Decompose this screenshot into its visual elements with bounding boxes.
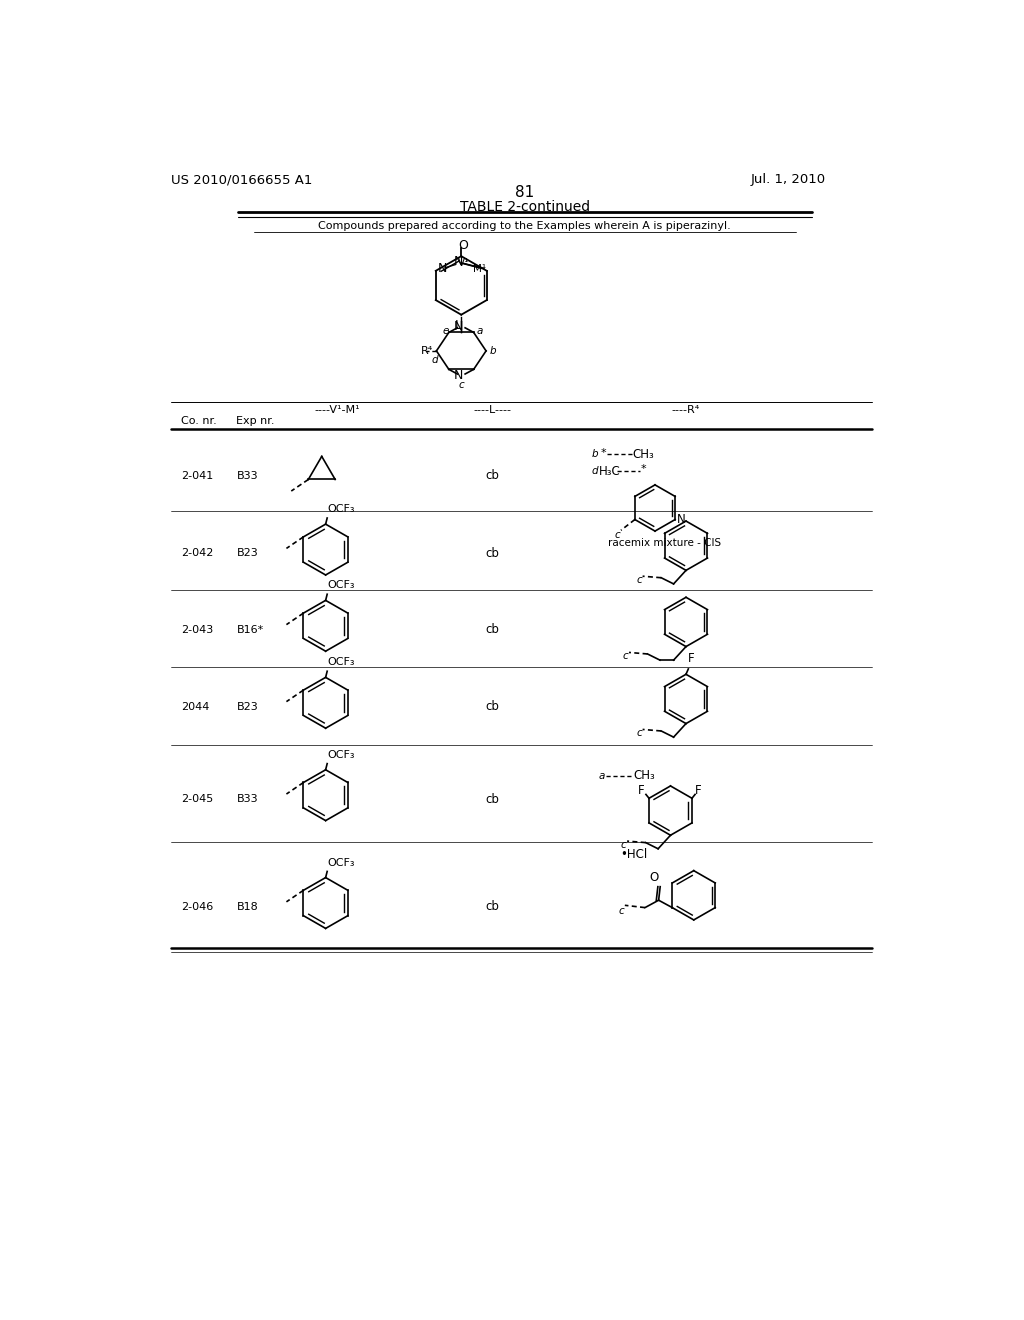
Text: B33: B33 [237,795,258,804]
Text: N: N [454,319,463,333]
Text: O: O [649,871,658,884]
Text: M¹: M¹ [473,264,486,275]
Text: cb: cb [485,700,499,713]
Text: N: N [677,513,685,527]
Text: c: c [459,380,464,389]
Text: CH₃: CH₃ [633,770,655,783]
Text: c: c [618,906,625,916]
Text: a: a [598,771,605,781]
Text: 2-041: 2-041 [180,471,213,480]
Text: b: b [592,449,598,459]
Text: CH₃: CH₃ [633,447,654,461]
Text: *: * [640,465,646,474]
Text: B16*: B16* [237,624,264,635]
Text: R⁴: R⁴ [421,346,433,356]
Text: racemix mixture - CIS: racemix mixture - CIS [608,539,722,548]
Text: TABLE 2-continued: TABLE 2-continued [460,199,590,214]
Text: N: N [455,255,464,268]
Text: 2-045: 2-045 [180,795,213,804]
Text: c: c [636,729,642,738]
Text: V¹: V¹ [458,259,469,268]
Text: 2-043: 2-043 [180,624,213,635]
Text: Co. nr.: Co. nr. [180,416,216,426]
Text: a: a [477,326,483,335]
Text: F: F [638,784,645,797]
Text: 81: 81 [515,185,535,199]
Text: B23: B23 [237,548,258,558]
Text: H₃C: H₃C [599,465,621,478]
Text: OCF₃: OCF₃ [328,657,354,668]
Text: B33: B33 [237,471,258,480]
Text: B23: B23 [237,702,258,711]
Text: OCF₃: OCF₃ [328,504,354,515]
Text: F: F [688,652,695,665]
Text: c: c [623,651,629,661]
Text: OCF₃: OCF₃ [328,750,354,760]
Text: ----R⁴: ----R⁴ [672,405,700,416]
Text: B18: B18 [237,902,258,912]
Text: US 2010/0166655 A1: US 2010/0166655 A1 [171,173,312,186]
Text: N: N [437,261,446,275]
Text: OCF₃: OCF₃ [328,581,354,590]
Text: cb: cb [485,900,499,913]
Text: 2-046: 2-046 [180,902,213,912]
Text: b: b [489,346,496,356]
Text: OCF₃: OCF₃ [328,858,354,867]
Text: L: L [455,319,462,333]
Text: •HCl: •HCl [621,847,647,861]
Text: 2044: 2044 [180,702,209,711]
Text: c: c [614,529,621,540]
Text: cb: cb [485,623,499,636]
Text: c: c [636,576,642,585]
Text: O: O [459,239,469,252]
Text: Compounds prepared according to the Examples wherein A is piperazinyl.: Compounds prepared according to the Exam… [318,222,731,231]
Text: *: * [601,447,606,458]
Text: Exp nr.: Exp nr. [237,416,275,426]
Text: e: e [442,326,450,335]
Text: 2-042: 2-042 [180,548,213,558]
Text: d: d [432,355,438,366]
Text: cb: cb [485,792,499,805]
Text: cb: cb [485,546,499,560]
Text: cb: cb [485,469,499,482]
Text: F: F [695,784,701,797]
Text: ----V¹-M¹: ----V¹-M¹ [314,405,360,416]
Text: Jul. 1, 2010: Jul. 1, 2010 [751,173,825,186]
Text: c: c [621,840,627,850]
Text: d: d [592,466,598,477]
Text: N: N [454,370,463,381]
Text: ----L----: ----L---- [473,405,511,416]
